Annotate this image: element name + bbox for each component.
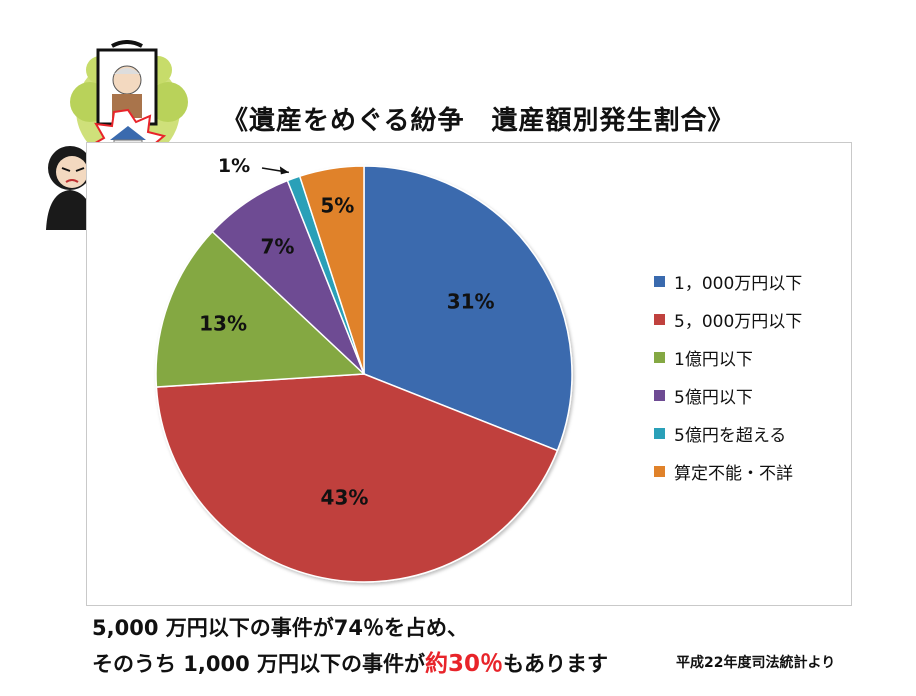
legend-label: 5億円を超える (674, 425, 787, 446)
summary-line-2-prefix: そのうち 1,000 万円以下の事件が (92, 652, 426, 676)
legend-label: 5，000万円以下 (674, 311, 803, 332)
legend-item: 5，000万円以下 (654, 300, 802, 338)
summary-line-2: そのうち 1,000 万円以下の事件が約30％もあります (92, 644, 608, 678)
legend-swatch (654, 275, 665, 287)
legend-item: 5億円を超える (654, 414, 802, 452)
legend-item: 算定不能・不詳 (654, 452, 802, 490)
data-label: 31% (447, 290, 495, 314)
chart-legend: 1，000万円以下 5，000万円以下 1億円以下 5億円以下 5億円を超える 算定不能・… (654, 262, 802, 490)
legend-swatch (654, 427, 665, 439)
pie-slice (298, 165, 365, 375)
legend-item: 1億円以下 (654, 338, 802, 376)
page-title: 《遺産をめぐる紛争 遺産額別発生割合》 (222, 106, 735, 136)
pie-slice (155, 230, 366, 388)
legend-swatch (654, 313, 665, 325)
legend-label: 算定不能・不詳 (674, 463, 793, 484)
legend-swatch (654, 351, 665, 363)
pie-slice (363, 165, 573, 452)
legend-item: 5億円以下 (654, 376, 802, 414)
leader-arrowhead (279, 166, 289, 175)
legend-label: 1，000万円以下 (674, 273, 803, 294)
legend-swatch (654, 389, 665, 401)
summary-line-2-suffix: もあります (503, 652, 609, 676)
summary-line-1: 5,000 万円以下の事件が74％を占め、 (92, 616, 468, 640)
data-label: 7% (260, 235, 294, 259)
data-label: 1% (218, 155, 250, 177)
summary-highlight: 約30％ (425, 651, 504, 677)
legend-label: 5億円以下 (674, 387, 753, 408)
source-note: 平成22年度司法統計より (676, 655, 836, 671)
data-label: 5% (320, 194, 354, 218)
legend-label: 1億円以下 (674, 349, 753, 370)
data-label: 43% (321, 485, 369, 509)
legend-item: 1，000万円以下 (654, 262, 802, 300)
legend-swatch (654, 465, 665, 477)
pie-slice (155, 373, 559, 583)
data-label: 13% (199, 311, 247, 335)
